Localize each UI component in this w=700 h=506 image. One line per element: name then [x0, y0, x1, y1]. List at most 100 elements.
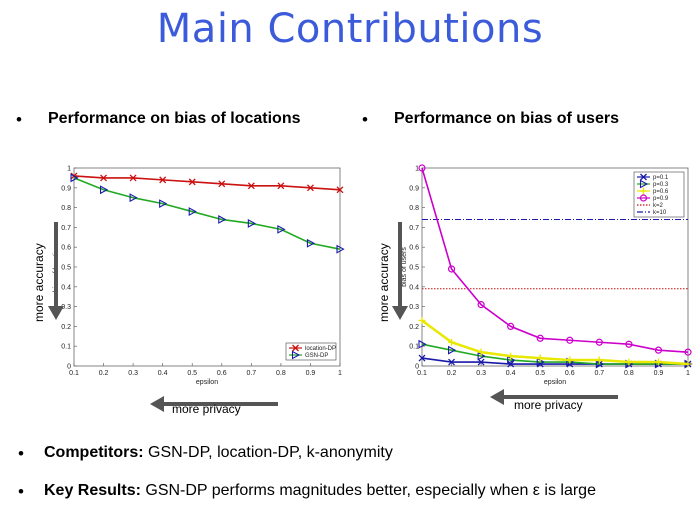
data-point: [306, 238, 316, 248]
data-point: [277, 224, 286, 234]
y-tick-label: 0.1: [409, 344, 419, 351]
competitors-label: Competitors:: [44, 444, 144, 461]
data-point-t: [336, 244, 345, 254]
bullet-dot: •: [18, 482, 24, 501]
legend-marker-t: [639, 179, 649, 189]
bullet-bias-locations: Performance on bias of locations: [48, 110, 301, 127]
data-point: [336, 186, 344, 194]
data-point-c: [625, 340, 633, 348]
data-point-b: [448, 358, 456, 366]
left-privacy-label: more privacy: [172, 402, 241, 416]
x-tick-label: 1: [338, 370, 342, 377]
y-tick-label: 0: [67, 364, 71, 371]
data-point: [536, 354, 544, 362]
x-tick-label: 0.5: [535, 370, 545, 377]
data-point-c: [418, 164, 426, 172]
legend-label: k=10: [653, 210, 667, 216]
data-point: [477, 301, 485, 309]
data-point-t: [188, 207, 197, 216]
x-axis-label: epsilon: [196, 379, 218, 386]
chart-bias-users: 00.10.20.30.40.50.60.70.80.910.1 0.2 0.3 0.…: [401, 164, 693, 386]
data-point-b: [477, 358, 485, 366]
data-point-b: [418, 354, 426, 362]
data-point: [218, 215, 227, 224]
x-axis-label: epsilon: [544, 379, 566, 386]
data-point-t: [129, 193, 138, 203]
data-point-t: [100, 185, 109, 195]
data-point: [418, 339, 427, 349]
results-text: GSN-DP performs magnitudes better, espec…: [140, 482, 596, 499]
x-tick-label: 1: [686, 370, 690, 377]
data-point: [100, 174, 108, 182]
data-point-t: [306, 238, 316, 248]
data-point: [247, 182, 255, 190]
x-tick-label: 0.3: [128, 370, 138, 377]
data-point: [595, 356, 603, 364]
data-point: [507, 360, 515, 368]
data-point: [70, 173, 79, 183]
data-point: [188, 178, 196, 186]
y-tick-label: 0.2: [61, 324, 71, 331]
legend-label: p=0.1: [653, 175, 669, 181]
right-privacy-label: more privacy: [514, 398, 583, 412]
data-point: [536, 334, 544, 342]
x-tick-label: 0.7: [246, 370, 256, 377]
legend-label: location-DP: [305, 346, 336, 352]
data-point-t: [448, 345, 457, 355]
data-point: [477, 348, 485, 356]
data-point-t: [247, 219, 256, 228]
y-tick-label: 0.5: [61, 265, 71, 272]
data-point: [507, 322, 515, 330]
data-point-b: [247, 182, 255, 190]
y-tick-label: 0.7: [61, 225, 71, 232]
competitors-line: Competitors: GSN-DP, location-DP, k-anon…: [44, 444, 393, 462]
competitors-text: GSN-DP, location-DP, k-anonymity: [143, 444, 393, 461]
x-tick-label: 0.8: [624, 370, 634, 377]
data-point: [159, 176, 167, 184]
data-point: [129, 174, 137, 182]
data-point: [507, 352, 515, 360]
x-tick-label: 0.6: [565, 370, 575, 377]
x-tick-label: 0.9: [654, 370, 664, 377]
data-point-b: [188, 178, 196, 186]
data-point-t: [218, 215, 227, 224]
series-line-p09: [421, 167, 689, 353]
y-tick-label: 0.5: [409, 265, 419, 272]
legend-label: p=0.9: [653, 196, 669, 202]
x-tick-label: 0.1: [69, 370, 79, 377]
data-point: [625, 340, 633, 348]
data-point: [159, 199, 168, 209]
x-tick-label: 0.1: [417, 370, 427, 377]
data-point: [418, 354, 426, 362]
data-point: [100, 185, 109, 195]
legend-marker-c: [639, 194, 648, 202]
y-tick-label: 0.4: [409, 284, 419, 291]
x-tick-label: 0.7: [594, 370, 604, 377]
data-point-c: [447, 265, 456, 273]
data-point-b: [100, 174, 108, 182]
legend-marker: [639, 194, 648, 202]
y-tick-label: 0.4: [61, 284, 71, 291]
y-tick-label: 0.7: [409, 225, 419, 232]
data-point: [277, 182, 285, 190]
slide-title: Main Contributions: [156, 6, 544, 52]
data-point: [306, 184, 314, 192]
legend-marker-b: [640, 173, 647, 181]
x-tick-label: 0.3: [476, 370, 486, 377]
data-point-t: [70, 173, 79, 183]
series-line-GSNDP: [73, 177, 341, 250]
data-point: [684, 348, 692, 356]
legend-marker-t: [291, 350, 301, 360]
x-tick-label: 0.4: [506, 370, 516, 377]
legend-marker: [640, 173, 647, 181]
left-accuracy-label: more accuracy: [32, 243, 46, 322]
data-point-c: [654, 346, 663, 354]
legend-label: p=0.6: [653, 189, 669, 195]
series-line-p03: [421, 343, 688, 365]
y-axis-label: bias of users: [401, 247, 408, 287]
y-tick-label: 0.2: [409, 324, 419, 331]
legend-marker: [292, 344, 299, 352]
data-point: [218, 180, 226, 188]
data-point: [448, 338, 456, 346]
y-tick-label: 0.8: [409, 205, 419, 212]
